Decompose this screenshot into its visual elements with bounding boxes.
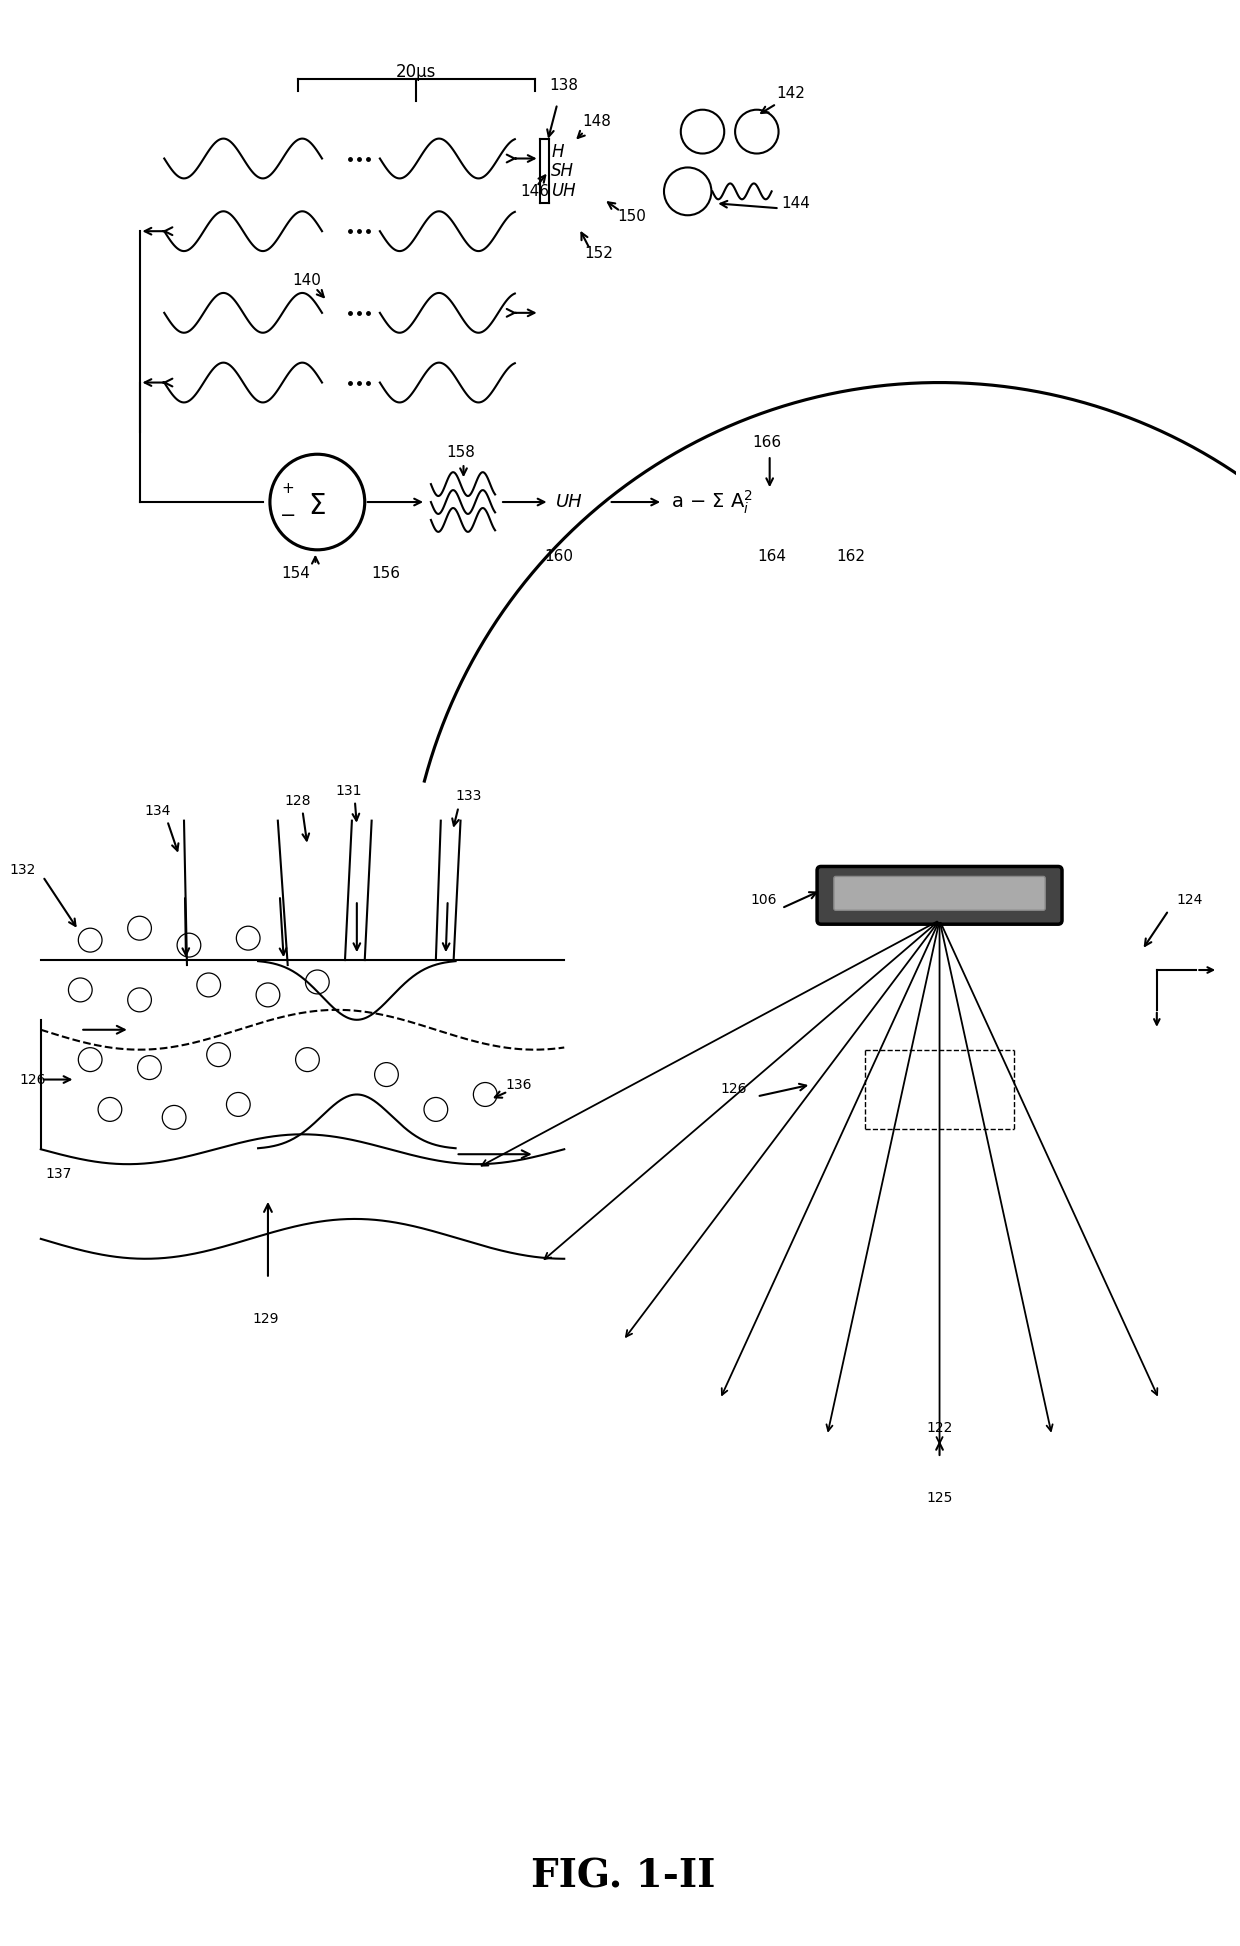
Text: 146: 146 — [521, 183, 549, 198]
FancyBboxPatch shape — [833, 876, 1045, 911]
Text: 20μs: 20μs — [396, 62, 436, 82]
Text: 133: 133 — [455, 788, 482, 804]
Text: +: + — [281, 481, 294, 496]
Text: 106: 106 — [750, 893, 776, 907]
Text: FIG. 1-II: FIG. 1-II — [531, 1856, 715, 1895]
Text: 129: 129 — [253, 1312, 279, 1325]
Text: 164: 164 — [758, 549, 786, 564]
Text: UH: UH — [557, 492, 583, 512]
Text: 162: 162 — [836, 549, 866, 564]
Text: 140: 140 — [293, 274, 321, 288]
Text: 124: 124 — [1177, 893, 1203, 907]
Text: H: H — [552, 142, 564, 160]
Text: 142: 142 — [776, 86, 806, 101]
Text: 144: 144 — [781, 197, 811, 210]
Text: 150: 150 — [618, 208, 646, 224]
Text: 152: 152 — [584, 245, 613, 261]
Text: 158: 158 — [446, 446, 475, 459]
Text: a $-$ $\Sigma$ A$^{2}_{i}$: a $-$ $\Sigma$ A$^{2}_{i}$ — [671, 488, 753, 516]
Text: 128: 128 — [284, 794, 311, 808]
Text: 166: 166 — [751, 434, 781, 450]
Text: 138: 138 — [549, 78, 578, 93]
Text: 154: 154 — [281, 566, 310, 582]
Text: UH: UH — [552, 183, 577, 200]
Text: 132: 132 — [10, 864, 36, 878]
FancyBboxPatch shape — [817, 866, 1061, 924]
Text: 131: 131 — [336, 784, 362, 798]
Text: 126: 126 — [720, 1082, 746, 1096]
Text: 125: 125 — [926, 1491, 952, 1504]
Text: −: − — [279, 506, 296, 525]
Text: 156: 156 — [372, 566, 401, 582]
Text: $\Sigma$: $\Sigma$ — [309, 492, 326, 520]
Text: 160: 160 — [544, 549, 574, 564]
Text: 136: 136 — [505, 1078, 532, 1092]
Text: 126: 126 — [19, 1072, 46, 1086]
Text: 148: 148 — [582, 115, 611, 128]
Text: 137: 137 — [46, 1168, 72, 1181]
Text: SH: SH — [552, 162, 574, 181]
Text: 122: 122 — [926, 1421, 952, 1434]
Text: 134: 134 — [144, 804, 171, 817]
